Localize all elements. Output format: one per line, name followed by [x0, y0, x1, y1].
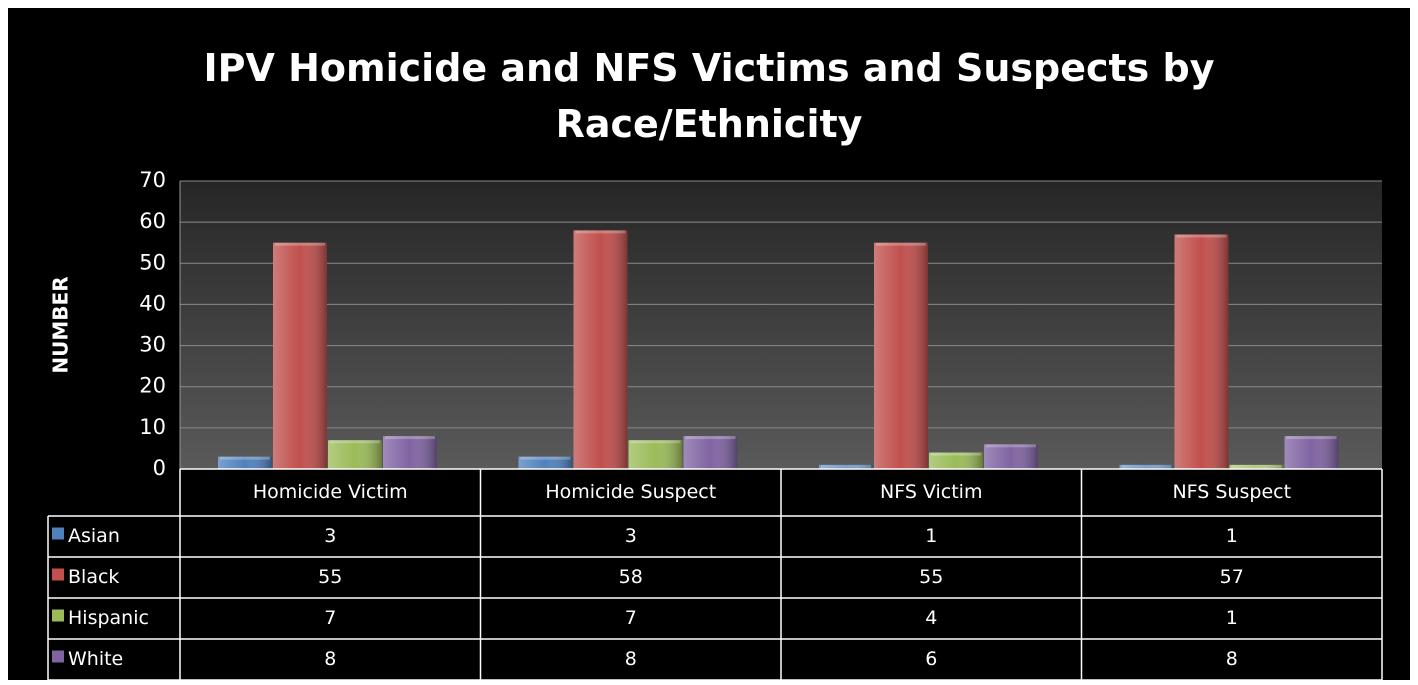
table-header: Homicide Suspect — [545, 481, 716, 503]
table-header: NFS Suspect — [1172, 481, 1291, 503]
bar-top — [821, 464, 871, 468]
bar-shade — [273, 242, 327, 469]
bar-top — [1286, 436, 1337, 440]
bar-shade — [573, 230, 628, 469]
bar-top — [931, 452, 981, 456]
legend-key — [52, 527, 64, 540]
table-header: Homicide Victim — [253, 481, 408, 503]
bar-shade — [1174, 234, 1229, 469]
bar-top — [876, 242, 926, 246]
bar-top — [1176, 234, 1227, 238]
table-value: 1 — [1226, 525, 1238, 547]
bar-top — [986, 444, 1036, 448]
table-value: 1 — [1226, 607, 1238, 629]
legend-key — [52, 609, 64, 622]
bar-shade — [683, 436, 738, 469]
bar-top — [630, 440, 681, 444]
legend-label: White — [68, 648, 123, 670]
bar-shade — [929, 452, 983, 469]
table-value: 8 — [1226, 648, 1238, 670]
table-value: 6 — [925, 648, 937, 670]
y-tick-label: 50 — [139, 250, 166, 274]
bar-shade — [518, 456, 573, 469]
bar-top — [330, 440, 380, 444]
table-value: 4 — [925, 607, 937, 629]
bar-top — [685, 436, 736, 440]
bar-top — [575, 230, 626, 234]
bar-top — [385, 436, 435, 440]
table-value: 7 — [324, 607, 336, 629]
table-value: 3 — [324, 525, 336, 547]
bar-shade — [328, 440, 382, 469]
bar-shade — [218, 456, 272, 469]
table-value: 55 — [919, 566, 943, 588]
table-value: 8 — [324, 648, 336, 670]
y-tick-label: 20 — [139, 374, 166, 398]
y-axis-label: NUMBER — [49, 276, 73, 373]
bar-shade — [984, 444, 1038, 469]
bar-shade — [819, 464, 873, 469]
bar-shade — [1284, 436, 1339, 469]
legend-label: Black — [68, 566, 119, 588]
table-value: 3 — [625, 525, 637, 547]
bar-shade — [1229, 464, 1284, 469]
table-value: 7 — [625, 607, 637, 629]
bar-top — [220, 456, 270, 460]
y-tick-label: 40 — [139, 291, 166, 315]
y-tick-label: 0 — [153, 456, 166, 480]
table-value: 1 — [925, 525, 937, 547]
bar-top — [275, 242, 325, 246]
bar-shade — [874, 242, 928, 469]
table-header: NFS Victim — [880, 481, 982, 503]
y-tick-label: 70 — [139, 168, 166, 192]
bar-top — [1121, 464, 1172, 468]
y-tick-label: 10 — [139, 415, 166, 439]
table-value: 8 — [625, 648, 637, 670]
bar-top — [1231, 464, 1282, 468]
bar-shade — [628, 440, 683, 469]
table-value: 57 — [1220, 566, 1244, 588]
table-value: 58 — [619, 566, 643, 588]
legend-label: Asian — [68, 525, 120, 547]
bar-shade — [383, 436, 437, 469]
table-value: 55 — [318, 566, 342, 588]
legend-label: Hispanic — [68, 607, 149, 629]
y-tick-label: 30 — [139, 333, 166, 357]
legend-key — [52, 568, 64, 581]
legend-key — [52, 650, 64, 663]
bar-top — [520, 456, 571, 460]
y-tick-label: 60 — [139, 209, 166, 233]
chart-title: IPV Homicide and NFS Victims and Suspect… — [203, 46, 1215, 146]
bar-shade — [1119, 464, 1174, 469]
